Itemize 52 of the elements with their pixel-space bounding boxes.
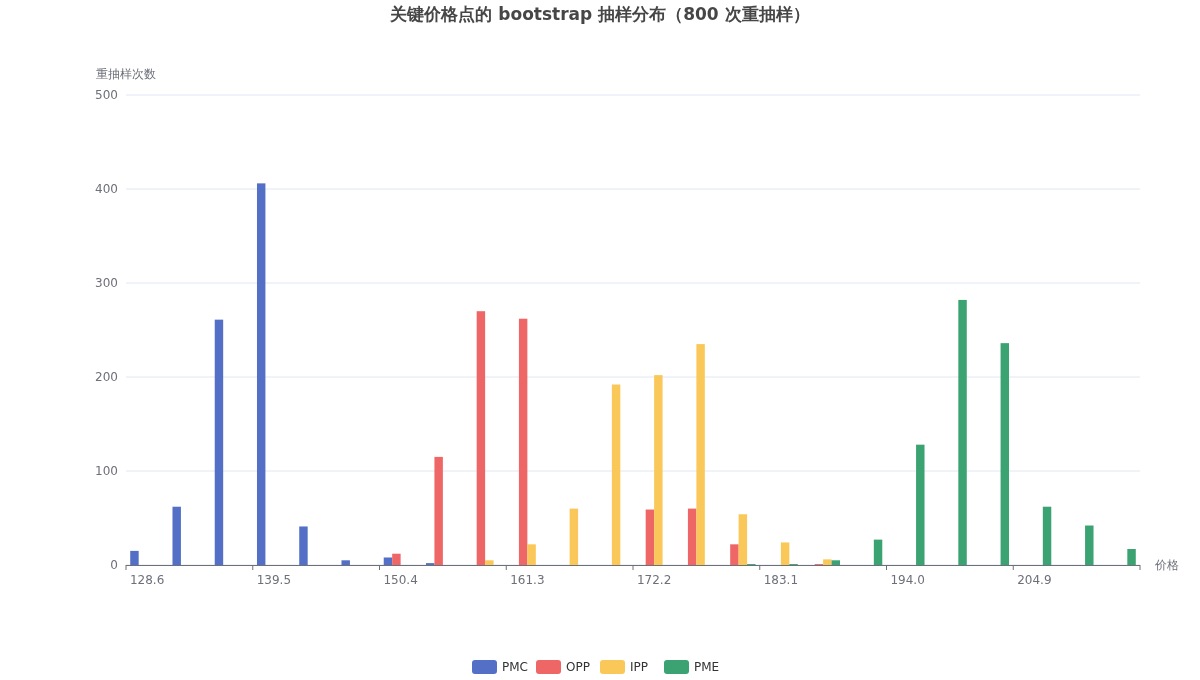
x-tick-label: 128.6 xyxy=(129,573,165,587)
bar xyxy=(611,384,621,565)
y-tick-label: 300 xyxy=(95,276,118,290)
x-tick-label: 139.5 xyxy=(256,573,292,587)
bar xyxy=(214,319,224,565)
bar xyxy=(780,542,790,565)
bar xyxy=(1085,525,1094,565)
bar xyxy=(476,311,486,565)
chart-title: 关键价格点的 bootstrap 抽样分布（800 次重抽样） xyxy=(389,4,810,24)
bar xyxy=(485,560,494,565)
bar xyxy=(823,559,832,565)
bar xyxy=(434,456,443,565)
x-tick-label: 161.3 xyxy=(510,573,545,587)
bar xyxy=(831,560,841,565)
y-tick-label: 400 xyxy=(95,182,118,196)
bar xyxy=(645,509,655,565)
y-tick-label: 500 xyxy=(95,88,118,102)
y-tick-label: 100 xyxy=(95,464,118,478)
x-axis-title: 价格 xyxy=(1154,558,1179,572)
bar xyxy=(730,544,739,565)
x-tick-label: 194.0 xyxy=(890,573,925,587)
bar xyxy=(1000,343,1010,565)
x-tick-label: 183.1 xyxy=(763,573,799,587)
bar xyxy=(392,553,401,565)
legend-label: IPP xyxy=(630,660,649,674)
y-axis-title: 重抽样次数 xyxy=(96,67,156,81)
bar xyxy=(130,550,139,565)
bar xyxy=(383,557,393,565)
bar xyxy=(958,299,967,565)
bar xyxy=(1042,506,1052,565)
legend-label: PME xyxy=(694,660,720,674)
x-tick-label: 172.2 xyxy=(636,573,672,587)
bar xyxy=(1127,549,1136,565)
bar xyxy=(687,508,697,565)
x-tick-label: 150.4 xyxy=(383,573,418,587)
bar xyxy=(738,514,748,565)
bar xyxy=(527,544,536,565)
bar xyxy=(569,508,579,565)
bar xyxy=(696,344,705,565)
bar xyxy=(256,183,266,565)
bar xyxy=(916,444,925,565)
bar xyxy=(654,375,663,565)
bar xyxy=(341,560,350,565)
y-tick-label: 200 xyxy=(95,370,118,384)
bar xyxy=(299,526,308,565)
legend-label: PMC xyxy=(502,660,528,674)
bar xyxy=(873,539,883,565)
x-tick-label: 204.9 xyxy=(1017,573,1052,587)
legend-label: OPP xyxy=(566,660,590,674)
y-tick-label: 0 xyxy=(110,558,118,572)
bar xyxy=(518,318,528,565)
bar xyxy=(172,506,181,565)
